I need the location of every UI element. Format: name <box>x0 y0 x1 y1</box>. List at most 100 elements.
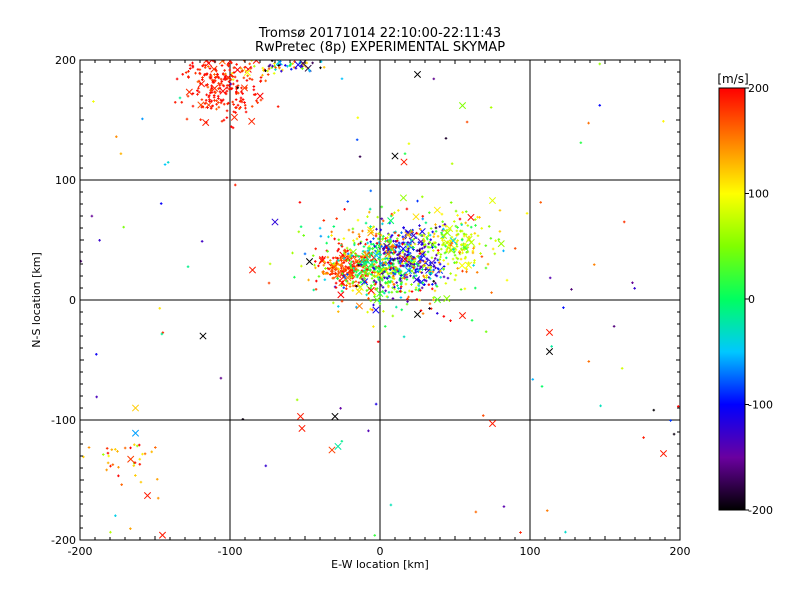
data-point <box>489 237 493 240</box>
data-point <box>592 263 596 266</box>
data-point <box>243 66 247 69</box>
data-point <box>346 258 350 262</box>
data-point <box>375 287 378 291</box>
data-point <box>539 201 543 204</box>
data-point <box>392 265 396 268</box>
data-point <box>232 71 236 74</box>
data-point <box>389 266 393 270</box>
data-point <box>421 217 425 221</box>
data-point <box>472 264 475 267</box>
data-point <box>284 64 287 67</box>
data-point <box>365 260 368 264</box>
data-point <box>422 265 425 268</box>
data-point <box>380 277 384 281</box>
data-point <box>480 227 484 230</box>
data-point <box>180 100 184 104</box>
data-point <box>343 257 346 260</box>
data-point <box>513 247 517 250</box>
data-point <box>409 262 412 265</box>
data-point <box>431 246 434 249</box>
data-point <box>416 255 419 258</box>
data-point <box>502 505 506 508</box>
data-point <box>428 302 432 306</box>
data-point <box>393 269 397 272</box>
data-point-x-marker <box>404 266 413 275</box>
data-point <box>343 208 346 211</box>
data-point <box>346 281 350 285</box>
data-point <box>357 242 360 246</box>
data-point <box>374 249 377 253</box>
data-point <box>348 285 352 288</box>
data-point-x-marker <box>467 213 475 221</box>
data-point <box>418 270 422 273</box>
data-point <box>368 207 372 211</box>
data-point-x-marker <box>334 442 342 450</box>
data-point <box>450 162 454 165</box>
data-point <box>216 94 220 98</box>
data-point <box>343 276 347 280</box>
data-point <box>446 276 450 280</box>
data-point <box>229 82 232 86</box>
data-point <box>406 297 409 301</box>
data-point <box>80 259 83 263</box>
data-point <box>410 290 414 293</box>
data-point <box>474 224 477 227</box>
data-point <box>454 209 458 213</box>
data-point <box>386 272 390 276</box>
data-point <box>187 70 190 73</box>
data-point <box>336 277 339 280</box>
data-point-x-marker <box>337 291 345 299</box>
data-point <box>412 266 415 270</box>
data-point <box>442 275 446 279</box>
data-point <box>278 63 282 67</box>
data-point <box>460 238 464 242</box>
data-point <box>355 237 359 241</box>
data-point-x-marker <box>458 102 467 110</box>
data-point <box>241 92 244 95</box>
data-point <box>444 137 448 140</box>
data-point <box>328 259 332 262</box>
data-point <box>391 314 395 318</box>
data-point <box>367 210 371 214</box>
data-point <box>484 244 488 247</box>
data-point <box>401 242 404 246</box>
data-point <box>272 72 276 75</box>
data-point <box>416 249 420 252</box>
data-point <box>160 332 164 336</box>
data-point <box>122 225 125 229</box>
data-point-x-marker <box>218 60 226 65</box>
data-point-x-marker <box>355 287 363 295</box>
data-point <box>381 274 385 278</box>
data-point <box>307 68 311 72</box>
data-point <box>134 474 137 477</box>
data-point <box>369 225 372 228</box>
data-point <box>412 255 416 259</box>
data-point <box>394 270 398 274</box>
data-point-x-marker <box>344 274 352 282</box>
data-point <box>395 237 399 240</box>
data-point <box>421 214 425 218</box>
data-point <box>402 335 406 339</box>
data-point <box>211 60 215 63</box>
data-point <box>381 219 385 223</box>
data-point-x-marker <box>338 254 346 262</box>
data-point <box>250 78 254 81</box>
data-point <box>384 289 387 293</box>
data-point <box>372 237 375 240</box>
data-point <box>418 252 422 255</box>
data-point <box>116 450 119 453</box>
data-point-x-marker <box>233 66 242 74</box>
data-point <box>374 402 378 406</box>
data-point <box>472 261 476 265</box>
data-point <box>350 276 353 279</box>
data-point <box>467 261 470 265</box>
data-point <box>82 455 85 459</box>
data-point <box>403 242 407 246</box>
data-point <box>318 226 322 230</box>
data-point <box>433 245 437 248</box>
data-point <box>288 64 292 67</box>
data-point <box>455 256 458 260</box>
data-point-x-marker <box>298 424 306 432</box>
data-point <box>415 298 419 301</box>
data-point <box>230 87 233 91</box>
